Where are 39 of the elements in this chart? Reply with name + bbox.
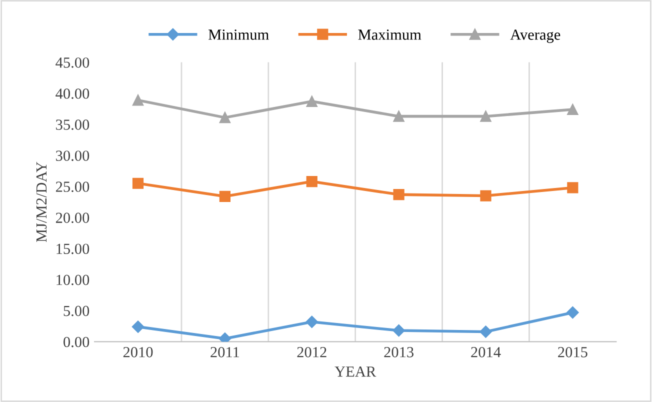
- point: [306, 176, 318, 188]
- x-tick-label: 2012: [297, 347, 326, 358]
- x-tick-label: 2010: [123, 347, 153, 358]
- point: [306, 96, 318, 107]
- y-axis-title: MJ/M2/DAY: [36, 162, 47, 242]
- point: [480, 190, 492, 202]
- y-tick-label: 0.00: [64, 336, 90, 348]
- point: [393, 110, 404, 122]
- y-tick-label: 40.00: [56, 88, 90, 99]
- y-tick-label: 15.00: [56, 244, 90, 254]
- legend-label: Maximum: [358, 30, 422, 40]
- point: [132, 94, 144, 106]
- point: [218, 332, 232, 342]
- point: [219, 112, 230, 124]
- point: [480, 110, 492, 122]
- point: [567, 182, 578, 194]
- y-tick-label: 30.00: [56, 150, 90, 161]
- point: [132, 178, 144, 189]
- point: [392, 324, 405, 337]
- x-tick-label: 2013: [384, 347, 414, 358]
- y-tick-label: 35.00: [56, 120, 90, 130]
- point: [219, 190, 230, 202]
- point: [567, 104, 578, 116]
- y-tick-label: 10.00: [56, 274, 90, 286]
- point: [393, 189, 404, 200]
- y-tick-label: 45.00: [56, 57, 90, 68]
- point: [480, 326, 492, 338]
- x-tick-label: 2014: [471, 347, 501, 358]
- point: [306, 316, 318, 328]
- x-tick-label: 2015: [558, 347, 588, 358]
- y-tick-label: 20.00: [56, 212, 90, 224]
- point: [566, 306, 579, 319]
- x-axis-title: YEAR: [334, 366, 376, 377]
- legend-label: Average: [510, 30, 560, 43]
- legend-label: Minimum: [208, 30, 269, 40]
- y-tick-label: 5.00: [64, 306, 90, 316]
- x-tick-label: 2011: [210, 347, 240, 358]
- y-tick-label: 25.00: [56, 182, 90, 192]
- point: [132, 320, 144, 333]
